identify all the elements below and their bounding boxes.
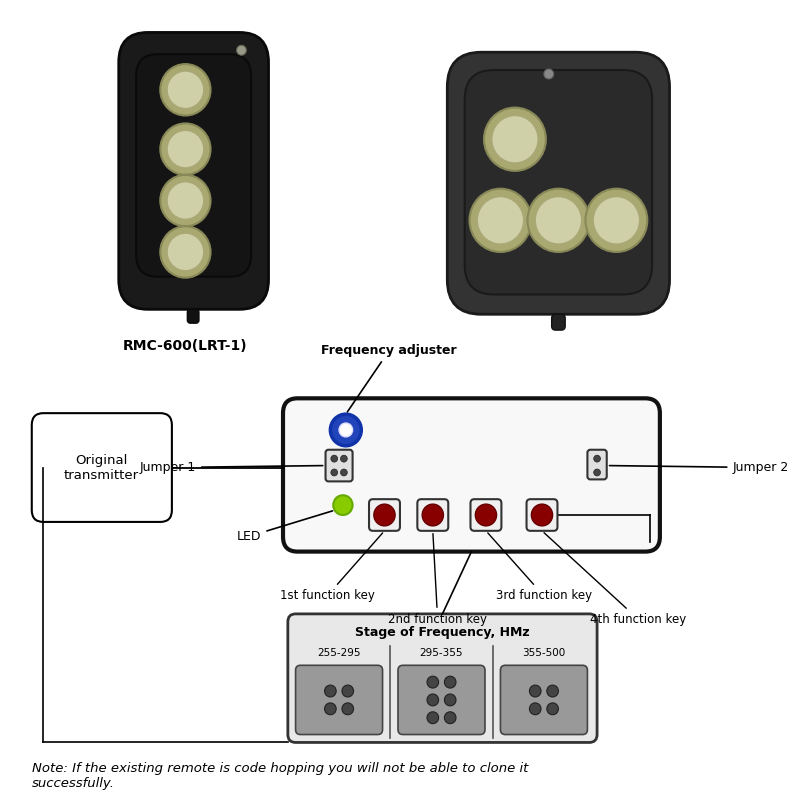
FancyBboxPatch shape [418, 499, 448, 531]
FancyBboxPatch shape [398, 666, 485, 734]
FancyBboxPatch shape [283, 398, 660, 551]
Text: Note: If the existing remote is code hopping you will not be able to clone it
su: Note: If the existing remote is code hop… [32, 762, 528, 790]
FancyBboxPatch shape [552, 314, 565, 330]
Circle shape [547, 703, 558, 714]
Circle shape [544, 69, 554, 79]
Circle shape [167, 233, 204, 270]
Circle shape [444, 676, 456, 688]
Circle shape [530, 685, 541, 697]
FancyBboxPatch shape [288, 614, 597, 742]
Circle shape [160, 226, 210, 278]
Circle shape [237, 46, 246, 55]
Circle shape [478, 197, 524, 244]
Circle shape [167, 71, 204, 109]
Circle shape [339, 423, 353, 437]
Circle shape [334, 495, 353, 515]
Circle shape [594, 455, 601, 462]
Text: 1st function key: 1st function key [280, 533, 382, 602]
Text: RMC-600(LRT-1): RMC-600(LRT-1) [123, 339, 248, 353]
FancyBboxPatch shape [32, 413, 172, 522]
FancyBboxPatch shape [295, 666, 382, 734]
Circle shape [535, 197, 582, 244]
Circle shape [470, 189, 531, 252]
Circle shape [530, 703, 541, 714]
FancyBboxPatch shape [136, 54, 251, 277]
Text: Stage of Frequency, HMz: Stage of Frequency, HMz [355, 626, 530, 638]
Circle shape [475, 504, 497, 526]
Circle shape [325, 685, 336, 697]
FancyBboxPatch shape [118, 33, 269, 310]
Circle shape [160, 64, 210, 115]
Circle shape [527, 189, 590, 252]
Circle shape [341, 455, 347, 462]
FancyBboxPatch shape [369, 499, 400, 531]
Circle shape [547, 685, 558, 697]
Circle shape [331, 455, 338, 462]
Text: Jumper 1: Jumper 1 [140, 461, 322, 474]
Circle shape [342, 703, 354, 714]
Circle shape [160, 123, 210, 175]
Circle shape [330, 414, 362, 446]
Circle shape [167, 182, 204, 219]
Circle shape [427, 694, 438, 706]
Circle shape [342, 685, 354, 697]
Text: Original
transmitter: Original transmitter [64, 454, 139, 482]
Circle shape [331, 469, 338, 476]
Circle shape [374, 504, 395, 526]
Circle shape [444, 694, 456, 706]
FancyBboxPatch shape [587, 450, 606, 479]
Circle shape [422, 504, 443, 526]
Text: Jumper 2: Jumper 2 [610, 461, 789, 474]
FancyBboxPatch shape [326, 450, 353, 482]
FancyBboxPatch shape [447, 52, 670, 314]
FancyBboxPatch shape [526, 499, 558, 531]
Circle shape [325, 703, 336, 714]
Circle shape [586, 189, 647, 252]
Circle shape [427, 676, 438, 688]
Circle shape [160, 175, 210, 226]
Circle shape [484, 107, 546, 171]
Circle shape [531, 504, 553, 526]
Circle shape [444, 712, 456, 724]
Circle shape [427, 712, 438, 724]
Text: 4th function key: 4th function key [544, 533, 686, 626]
Text: 255-295: 255-295 [318, 647, 361, 658]
Text: 2nd function key: 2nd function key [388, 534, 487, 626]
FancyBboxPatch shape [470, 499, 502, 531]
FancyBboxPatch shape [465, 70, 652, 294]
FancyBboxPatch shape [187, 310, 199, 323]
Text: 3rd function key: 3rd function key [488, 533, 592, 602]
Circle shape [594, 469, 601, 476]
Circle shape [492, 115, 538, 163]
Text: 355-500: 355-500 [522, 647, 566, 658]
Circle shape [341, 469, 347, 476]
Text: 295-355: 295-355 [420, 647, 463, 658]
Text: LED: LED [237, 511, 333, 543]
Circle shape [594, 197, 639, 244]
Text: Frequency adjuster: Frequency adjuster [322, 344, 457, 412]
FancyBboxPatch shape [501, 666, 587, 734]
Circle shape [167, 130, 204, 168]
